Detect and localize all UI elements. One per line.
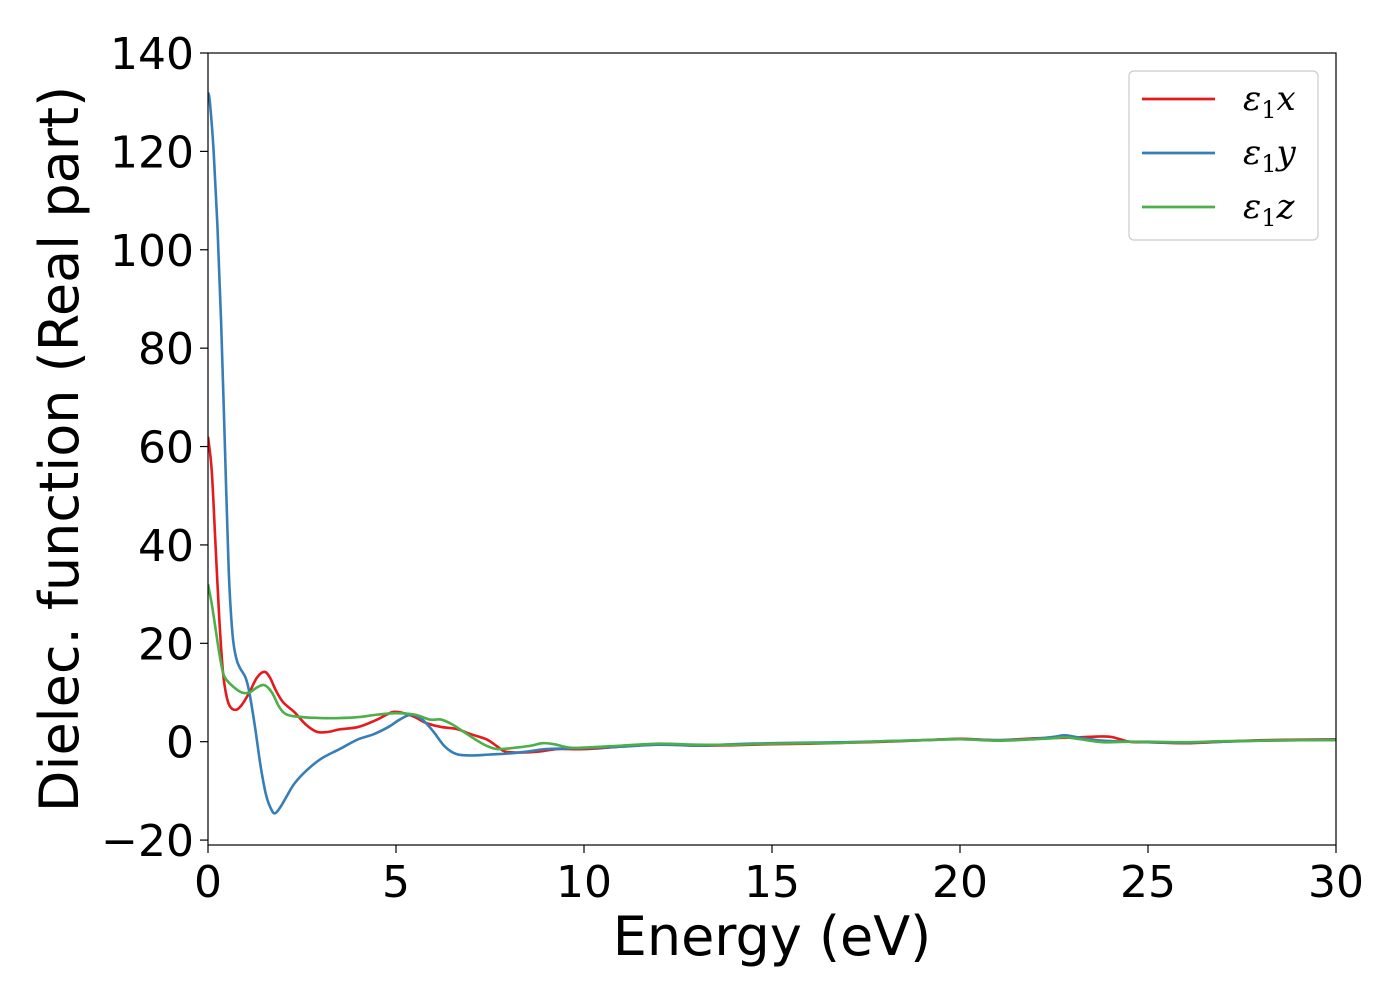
series-layer: [208, 92, 1336, 815]
x-tick-label: 20: [932, 857, 988, 908]
x-axis: 0 5 10 15 20 25 30: [194, 845, 1364, 908]
y-axis-title: Dielec. function (Real part): [28, 86, 91, 812]
legend-label-y: ε1y: [1243, 133, 1297, 178]
x-tick-label: 10: [556, 857, 612, 908]
series-line-y: [208, 92, 1336, 815]
y-tick-label: 140: [110, 29, 194, 80]
x-tick-label: 0: [194, 857, 222, 908]
y-tick-label: −20: [101, 816, 194, 867]
y-tick-label: 60: [138, 423, 194, 474]
y-tick-label: 0: [166, 718, 194, 769]
legend: ε1x ε1y ε1z: [1128, 70, 1319, 241]
x-axis-title: Energy (eV): [613, 905, 932, 968]
y-tick-label: 40: [138, 521, 194, 572]
y-tick-label: 120: [110, 127, 194, 178]
y-axis: −20 0 20 40 60 80 100 120 140: [101, 29, 208, 867]
y-tick-label: 20: [138, 619, 194, 670]
y-tick-label: 100: [110, 226, 194, 277]
legend-label-x: ε1x: [1243, 79, 1296, 124]
x-tick-label: 25: [1120, 857, 1176, 908]
y-tick-label: 80: [138, 324, 194, 375]
x-tick-label: 5: [382, 857, 410, 908]
series-line-z: [208, 584, 1336, 751]
x-tick-label: 30: [1308, 857, 1364, 908]
legend-box: [1128, 70, 1319, 241]
legend-label-z: ε1z: [1243, 187, 1296, 232]
series-line-x: [208, 436, 1336, 754]
x-tick-label: 15: [744, 857, 800, 908]
